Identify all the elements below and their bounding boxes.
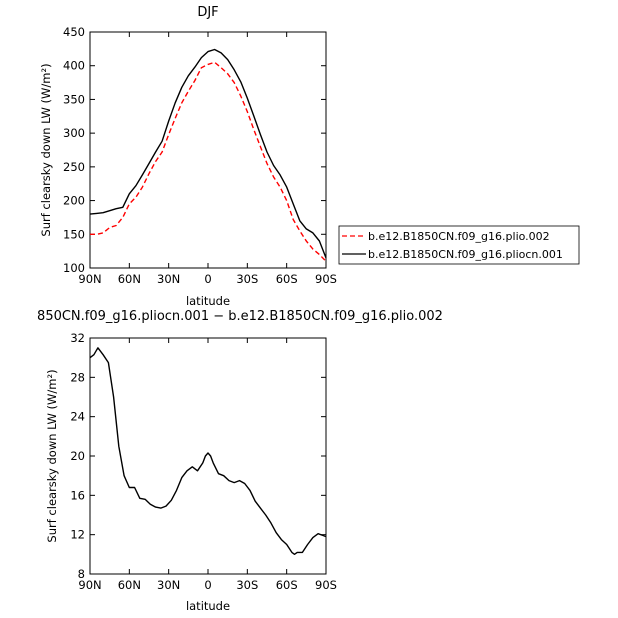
bot-x-tick-label: 30N	[157, 578, 180, 592]
top-x-tick-label: 30S	[236, 272, 258, 286]
top-x-tick-label: 30N	[157, 272, 180, 286]
top-x-tick-label: 90S	[315, 272, 337, 286]
bot-y-tick-label: 28	[70, 370, 85, 384]
bot-x-tick-label: 60N	[118, 578, 141, 592]
top-y-tick-label: 300	[63, 126, 85, 140]
bottom-series-lines	[89, 347, 327, 555]
top-series-line-1	[89, 48, 327, 259]
bot-y-tick-label: 16	[70, 488, 85, 502]
top-y-axis-label: Surf clearsky down LW (W/m²)	[39, 63, 53, 236]
top-y-tick-label: 400	[63, 59, 85, 73]
top-series-line-0	[90, 61, 327, 262]
top-x-tick-label: 90N	[78, 272, 101, 286]
top-y-ticks: 100 150 200 250 300 350 400 450	[63, 25, 326, 275]
top-y-tick-label: 350	[63, 92, 85, 106]
bot-x-tick-label: 90S	[315, 578, 337, 592]
legend-label-plio: b.e12.B1850CN.f09_g16.plio.002	[368, 230, 550, 243]
legend-label-pliocn: b.e12.B1850CN.f09_g16.pliocn.001	[368, 248, 563, 261]
bottom-x-axis-label: latitude	[186, 599, 230, 613]
top-x-ticks: 90N 60N 30N 0 30S 60S 90S	[78, 32, 337, 286]
bot-y-tick-label: 20	[70, 449, 85, 463]
bot-series-line-0	[89, 347, 327, 555]
bot-y-tick-label: 12	[70, 528, 85, 542]
top-y-tick-label: 200	[63, 194, 85, 208]
bottom-plot-frame	[89, 337, 327, 575]
bot-x-tick-label: 60S	[276, 578, 298, 592]
top-y-tick-label: 250	[63, 160, 85, 174]
top-x-axis-label: latitude	[186, 294, 230, 308]
top-series-lines	[89, 48, 327, 262]
bot-y-tick-label: 32	[70, 331, 85, 345]
bot-y-tick-label: 8	[78, 567, 85, 581]
bottom-x-ticks: 90N 60N 30N 0 30S 60S 90S	[78, 338, 337, 592]
bottom-chart-title: 850CN.f09_g16.pliocn.001 − b.e12.B1850CN…	[37, 309, 443, 324]
top-x-tick-label: 0	[204, 272, 211, 286]
top-y-tick-label: 100	[63, 261, 85, 275]
top-y-tick-label: 450	[63, 25, 85, 39]
bot-x-tick-label: 90N	[78, 578, 101, 592]
bot-x-tick-label: 30S	[236, 578, 258, 592]
bot-y-tick-label: 24	[70, 410, 85, 424]
top-chart: DJF 100 150 200 250 300 350 400 450 90N 60N 30N 0 3…	[39, 5, 337, 308]
top-y-tick-label: 150	[63, 227, 85, 241]
bottom-chart: 850CN.f09_g16.pliocn.001 − b.e12.B1850CN…	[37, 309, 443, 613]
top-x-tick-label: 60S	[276, 272, 298, 286]
bottom-y-ticks: 8 12 16 20 24 28 32	[70, 331, 326, 581]
bot-x-tick-label: 0	[204, 578, 211, 592]
top-plot-frame	[89, 31, 327, 269]
legend: b.e12.B1850CN.f09_g16.plio.002 b.e12.B18…	[338, 225, 580, 265]
legend-box	[338, 225, 580, 265]
bottom-y-axis-label: Surf clearsky down LW (W/m²)	[45, 369, 59, 542]
top-x-tick-label: 60N	[118, 272, 141, 286]
top-chart-title: DJF	[197, 5, 218, 20]
